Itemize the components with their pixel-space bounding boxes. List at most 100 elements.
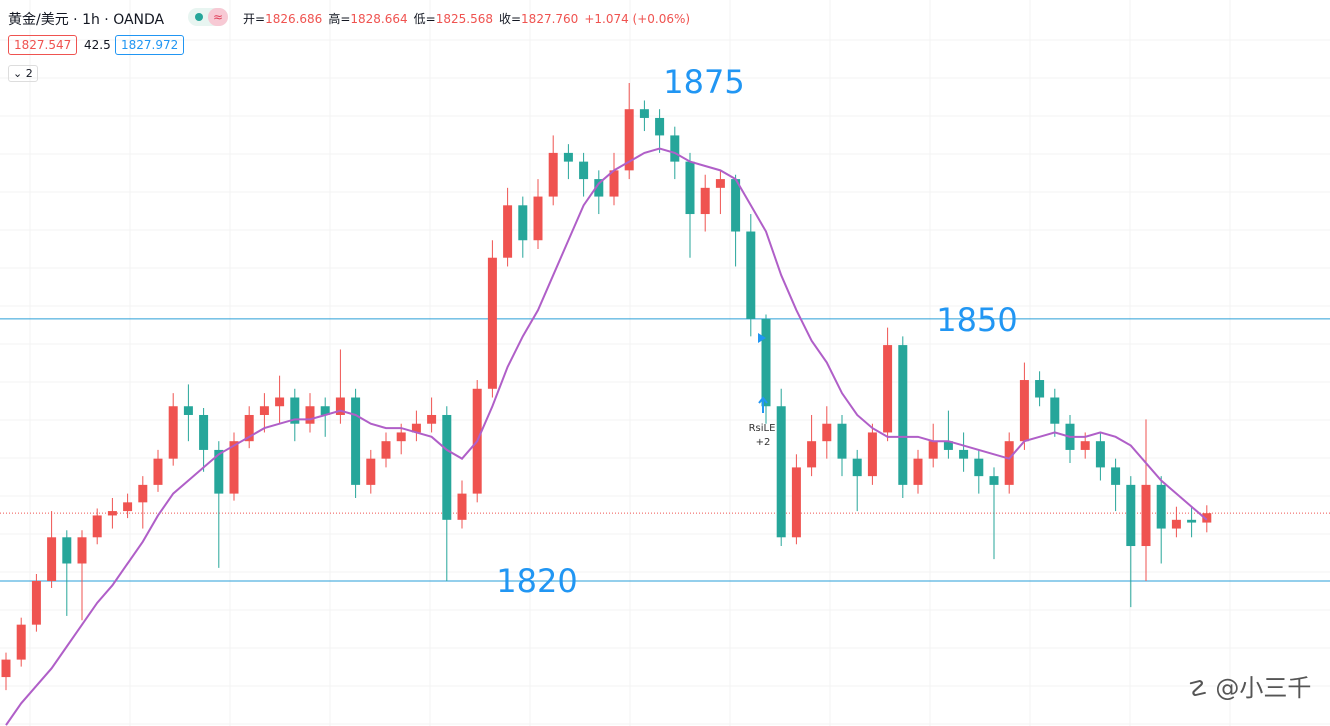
candle-body (1, 659, 11, 678)
candle-body (214, 449, 224, 494)
candle-body (776, 406, 786, 538)
candle-body (898, 345, 908, 485)
candle-body (1156, 484, 1166, 529)
candle-body (579, 161, 589, 180)
candle-body (1126, 484, 1136, 547)
candle-body (396, 432, 406, 442)
candle-body (275, 397, 285, 407)
candle-body (1019, 380, 1029, 442)
moving-average (5, 147, 1208, 726)
candle-body (807, 441, 817, 468)
candle-body (244, 414, 254, 442)
change: +1.074 (+0.06%) (584, 12, 691, 26)
candle-body (1080, 441, 1090, 450)
ohlc-item: 开=1826.686 (243, 12, 322, 26)
candle-body (1004, 441, 1014, 485)
signal-name: RsiLE (749, 423, 776, 434)
candle-body (411, 423, 421, 433)
candle-body (259, 406, 269, 415)
ohlc-value: 1828.664 (350, 12, 408, 26)
candle-body (153, 458, 163, 485)
candle-body (335, 397, 345, 415)
ohlc-label: 开= (243, 12, 266, 26)
candle-body (852, 458, 862, 477)
candle-body (123, 502, 133, 512)
candle-body (548, 152, 558, 197)
ohlc-value: 1827.760 (521, 12, 579, 26)
level-annotation: 1850 (936, 301, 1017, 339)
candle-body (518, 205, 528, 241)
candle-body (746, 231, 756, 319)
sell-price[interactable]: 1827.547 (8, 35, 78, 55)
candle-body (883, 345, 893, 433)
ohlc-label: 收= (498, 12, 522, 26)
ohlc-legend: 开=1826.686 高=1828.664 低=1825.568 收=1827.760… (243, 10, 690, 27)
candle-body (427, 414, 437, 424)
ohlc-value: 1826.686 (265, 12, 323, 26)
candle-body (1035, 380, 1045, 398)
candle-body (974, 458, 984, 477)
candle-body (290, 397, 300, 424)
candle-body (1141, 484, 1151, 547)
candle-body (685, 161, 695, 215)
candle-body (624, 109, 634, 171)
candle-body (959, 449, 969, 459)
candle-body (533, 196, 543, 241)
candle-body (31, 580, 41, 625)
candle-body (655, 117, 665, 136)
buy-price[interactable]: 1827.972 (115, 35, 185, 55)
candle-body (563, 152, 573, 162)
candle-body (700, 187, 710, 215)
watermark: ☡ @小三千 (1188, 674, 1312, 702)
candle-body (609, 170, 619, 197)
collapse-button[interactable]: ⌄ 2 (8, 65, 38, 82)
candle-body (715, 179, 725, 188)
candle-body (928, 441, 938, 459)
candle-body (77, 537, 87, 564)
ohlc-item: 收=1827.760 (499, 12, 578, 26)
ohlc-item: 高=1828.664 (328, 12, 407, 26)
ohlc-item: 低=1825.568 (414, 12, 493, 26)
candle-body (1095, 441, 1105, 468)
ohlc-label: 低= (413, 12, 436, 26)
candle-body (503, 205, 513, 258)
signal-count: +2 (756, 437, 771, 448)
candle-body (381, 441, 391, 459)
candle-body (639, 109, 649, 118)
candle-body (305, 406, 315, 424)
candle-body (594, 179, 604, 197)
symbol: 黄金/美元 · 1h · OANDA (8, 12, 165, 28)
candle-body (199, 414, 209, 450)
candle-body (837, 423, 847, 459)
candle-body (989, 476, 999, 485)
candle-body (229, 441, 239, 494)
candle-body (1050, 397, 1060, 424)
candle-body (442, 414, 452, 520)
candle-body (47, 537, 57, 581)
candle-body (16, 624, 26, 660)
spread: 42.5 (84, 38, 111, 52)
candle-body (822, 423, 832, 442)
candle-body (107, 511, 117, 516)
collapse-count: 2 (25, 67, 33, 80)
candle-body (168, 406, 178, 459)
status-badge: ≈ (188, 8, 228, 26)
candle-body (731, 179, 741, 232)
candle-body (457, 493, 467, 520)
candle-body (761, 318, 771, 407)
candle-body (867, 432, 877, 477)
candle-body (183, 406, 193, 415)
ohlc-label: 高= (328, 12, 351, 26)
candle-body (943, 441, 953, 450)
candle-body (487, 257, 497, 389)
signal-triangle (758, 333, 766, 343)
candle-body (1202, 513, 1212, 523)
candle-body (138, 484, 148, 503)
candle-body (670, 135, 680, 162)
candle-body (366, 458, 376, 485)
candle-body (320, 406, 330, 415)
signal-arrow (758, 396, 768, 413)
level-annotation: 1820 (496, 562, 577, 600)
